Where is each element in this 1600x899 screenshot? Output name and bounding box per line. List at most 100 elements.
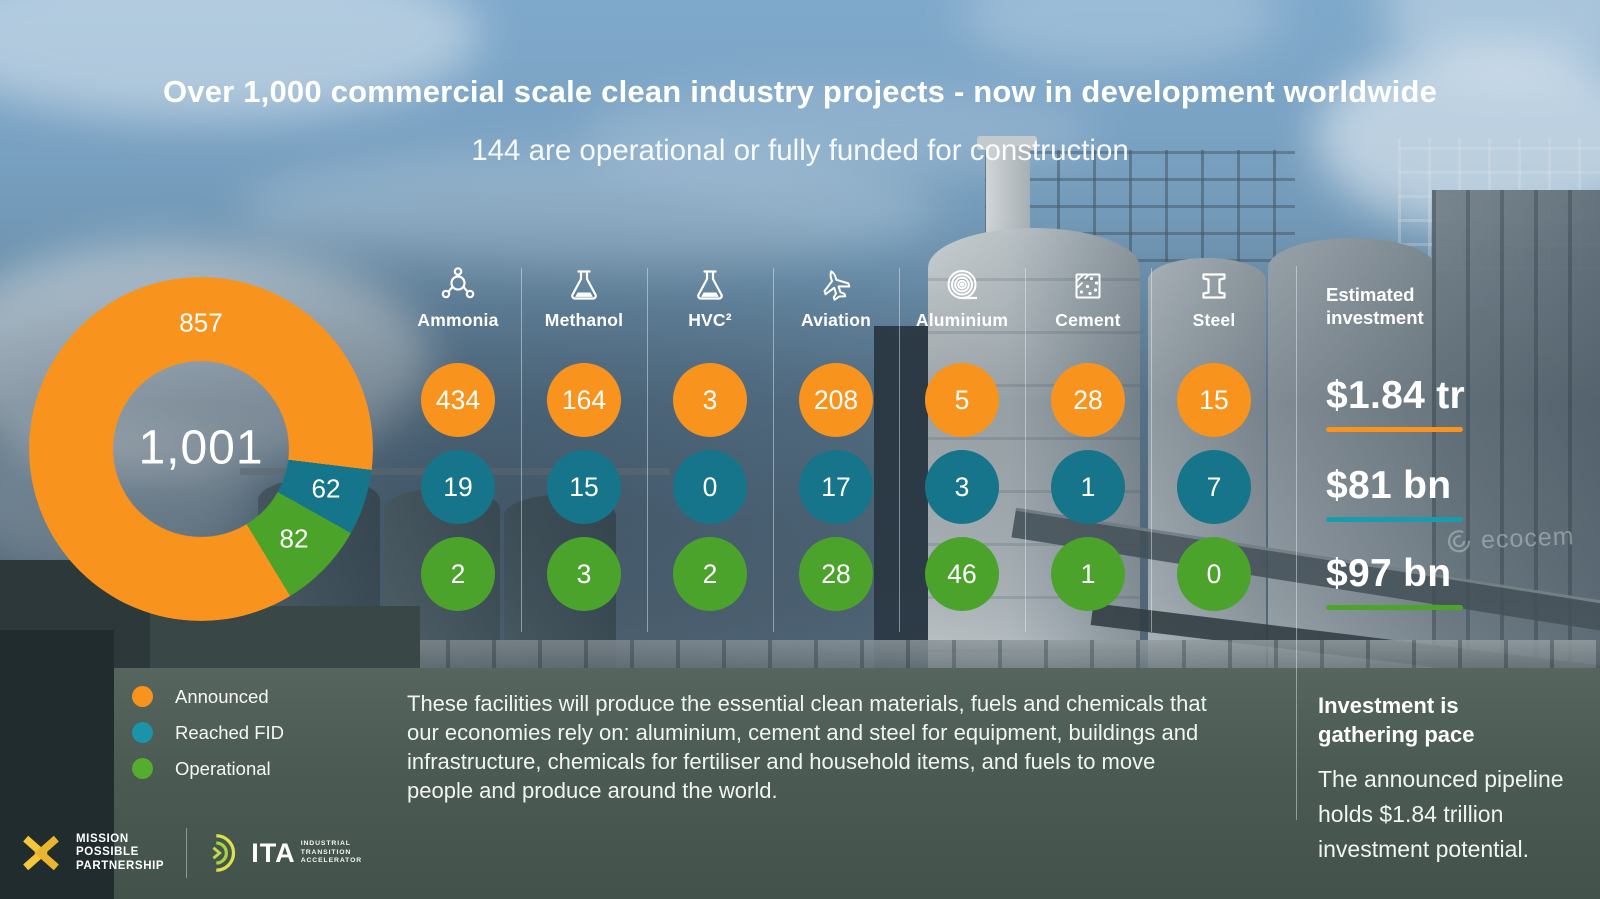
- ita-arc-icon: [212, 834, 236, 872]
- column-label: Aluminium: [915, 310, 1009, 330]
- investment-announced-underline: [1326, 426, 1463, 432]
- ita-line: TRANSITION: [300, 848, 352, 856]
- section-divider: [1296, 266, 1297, 820]
- operational-count: 28: [799, 537, 873, 611]
- operational-count: 2: [421, 537, 495, 611]
- donut-label-reached-fid: 62: [311, 473, 341, 504]
- column-hvc: HVC² 3 0 2: [647, 256, 773, 636]
- legend-item-announced: Announced: [132, 686, 284, 707]
- flask-icon: [690, 262, 730, 306]
- announced-count: 28: [1051, 363, 1125, 437]
- donut-chart: 1,001 857 62 82: [29, 277, 373, 621]
- investment-fid-value: $81 bn: [1326, 463, 1452, 507]
- molecule-icon: [438, 262, 478, 306]
- reached-fid-count: 17: [799, 450, 873, 524]
- column-label: Methanol: [544, 310, 624, 330]
- announced-count: 208: [799, 363, 873, 437]
- announced-count: 164: [547, 363, 621, 437]
- column-ammonia: Ammonia 434 19 2: [395, 256, 521, 636]
- legend-label: Operational: [175, 757, 271, 779]
- cement-block-icon: [1068, 262, 1108, 306]
- operational-count: 3: [547, 537, 621, 611]
- column-divider: [647, 268, 648, 632]
- legend-label: Reached FID: [175, 721, 284, 743]
- plane-icon: [816, 262, 856, 306]
- silo: [1268, 238, 1436, 698]
- reached-fid-count: 15: [547, 450, 621, 524]
- investment-note: Investment is gathering pace The announc…: [1318, 692, 1588, 867]
- operational-dot-icon: [132, 758, 153, 779]
- coil-icon: [942, 262, 982, 306]
- legend-item-operational: Operational: [132, 758, 284, 779]
- dark-building: [0, 630, 114, 899]
- operational-count: 1: [1051, 537, 1125, 611]
- investment-heading: Estimated investment: [1326, 284, 1424, 329]
- flask-icon: [564, 262, 604, 306]
- column-divider: [899, 268, 900, 632]
- industrial-transition-accelerator-logo: ITA INDUSTRIAL TRANSITION ACCELERATOR: [201, 831, 362, 875]
- operational-count: 0: [1177, 537, 1251, 611]
- sector-columns: Ammonia 434 19 2 Methanol 164: [395, 256, 1277, 636]
- i-beam-icon: [1194, 262, 1234, 306]
- operational-count: 2: [673, 537, 747, 611]
- logo-divider: [186, 828, 188, 878]
- donut-label-operational: 82: [279, 523, 309, 554]
- mpp-x-icon: [23, 835, 59, 871]
- reached-fid-count: 7: [1177, 450, 1251, 524]
- column-badges: 28 1 1: [1051, 363, 1125, 611]
- legend-label: Announced: [175, 685, 269, 707]
- ita-subtext: INDUSTRIAL TRANSITION ACCELERATOR: [301, 840, 362, 866]
- reached-fid-count: 1: [1051, 450, 1125, 524]
- donut-total: 1,001: [138, 421, 264, 475]
- investment-operational-underline: [1326, 604, 1463, 610]
- announced-count: 3: [673, 363, 747, 437]
- ita-wordmark: ITA: [251, 837, 296, 868]
- mpp-line: MISSION: [76, 832, 129, 845]
- footer-logos: MISSION POSSIBLE PARTNERSHIP ITA INDUSTR…: [18, 828, 362, 878]
- reached-fid-count: 3: [925, 450, 999, 524]
- announced-count: 434: [421, 363, 495, 437]
- investment-note-body: The announced pipeline holds $1.84 trill…: [1318, 766, 1564, 863]
- description-text: These facilities will produce the essent…: [407, 691, 1207, 803]
- announced-dot-icon: [132, 686, 153, 707]
- reached-fid-count: 19: [421, 450, 495, 524]
- status-legend: Announced Reached FID Operational: [132, 686, 284, 794]
- column-label: Steel: [1192, 310, 1236, 330]
- column-cement: Cement 28 1 1: [1025, 256, 1151, 636]
- announced-count: 5: [925, 363, 999, 437]
- reached-fid-dot-icon: [132, 722, 153, 743]
- page-subtitle: 144 are operational or fully funded for …: [471, 134, 1129, 167]
- investment-note-title: Investment is gathering pace: [1318, 693, 1475, 747]
- column-steel: Steel 15 7 0: [1151, 256, 1277, 636]
- donut-label-announced: 857: [179, 307, 223, 338]
- mpp-wordmark: MISSION POSSIBLE PARTNERSHIP: [76, 833, 164, 874]
- legend-item-reached-fid: Reached FID: [132, 722, 284, 743]
- ecocem-sign: ecocem: [1443, 521, 1575, 557]
- mission-possible-partnership-logo: MISSION POSSIBLE PARTNERSHIP: [18, 830, 164, 876]
- column-badges: 15 7 0: [1177, 363, 1251, 611]
- mpp-line: PARTNERSHIP: [76, 859, 165, 872]
- column-divider: [521, 268, 522, 632]
- page-title: Over 1,000 commercial scale clean indust…: [162, 74, 1438, 109]
- column-badges: 208 17 28: [799, 363, 873, 611]
- column-badges: 164 15 3: [547, 363, 621, 611]
- tower: [874, 326, 930, 698]
- concrete-wall: [0, 668, 1600, 899]
- column-divider: [1025, 268, 1026, 632]
- investment-panel: Estimated investment $1.84 tr $81 bn $97…: [1326, 283, 1596, 610]
- ita-line: INDUSTRIAL: [300, 839, 351, 847]
- column-aluminium: Aluminium 5 3 46: [899, 256, 1025, 636]
- plant-machinery: [400, 640, 1600, 670]
- operational-count: 46: [925, 537, 999, 611]
- donut-ring: [29, 277, 373, 621]
- column-badges: 5 3 46: [925, 363, 999, 611]
- ecocem-logo-icon: [1447, 530, 1471, 553]
- column-label: HVC²: [688, 310, 732, 330]
- column-label: Cement: [1055, 310, 1121, 330]
- column-badges: 434 19 2: [421, 363, 495, 611]
- investment-announced-value: $1.84 tr: [1326, 373, 1465, 417]
- column-label: Aviation: [801, 310, 871, 330]
- column-badges: 3 0 2: [673, 363, 747, 611]
